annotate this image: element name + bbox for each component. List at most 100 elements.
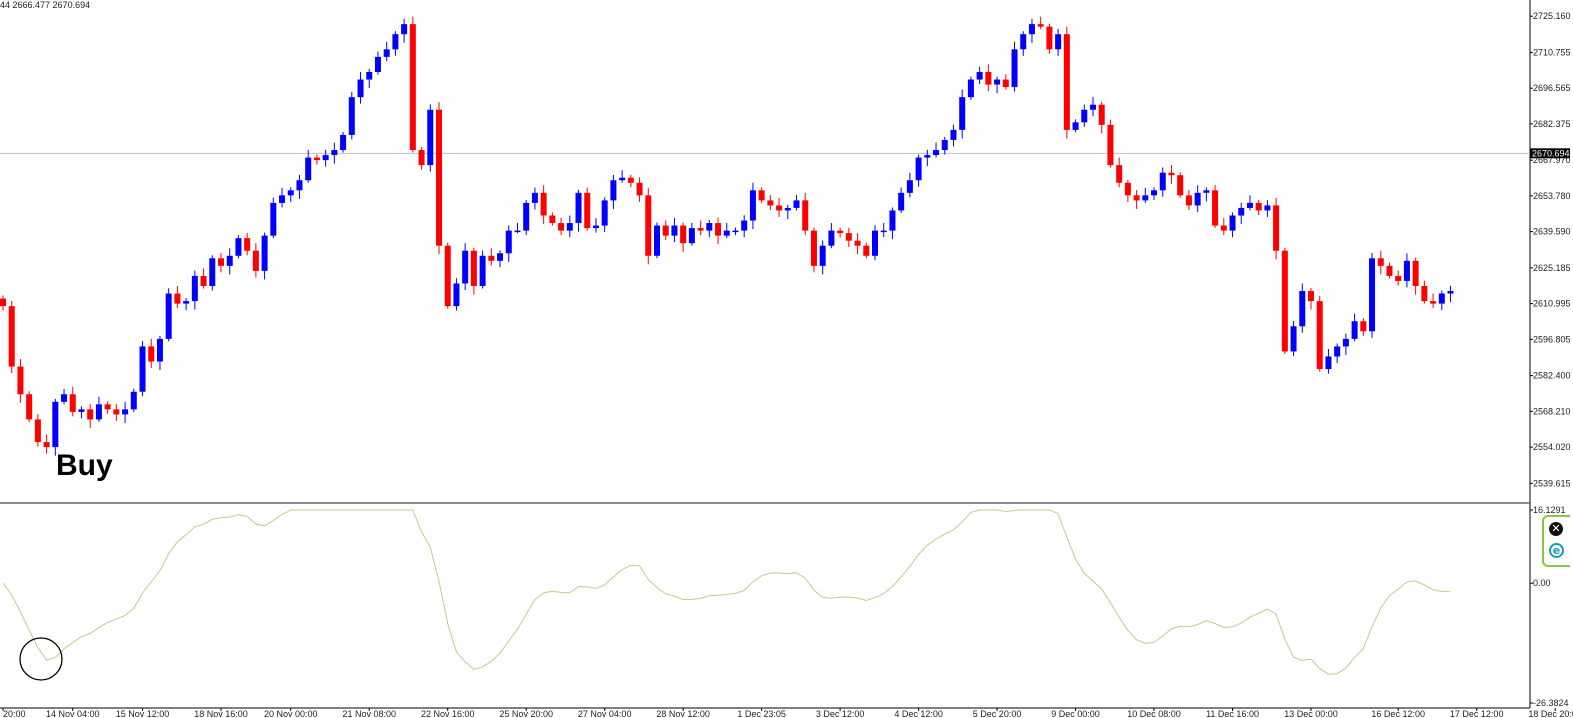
candle-body — [1403, 260, 1410, 281]
candle-body — [662, 225, 669, 236]
candle-body — [0, 298, 6, 307]
candle-body — [697, 228, 704, 231]
candle-body — [183, 301, 190, 304]
candle-body — [688, 228, 695, 244]
candle-body — [1351, 321, 1358, 339]
candle-body — [732, 230, 739, 233]
candle-body — [1238, 207, 1245, 216]
candle-body — [1090, 104, 1096, 110]
candle-body — [1055, 34, 1062, 50]
candle-body — [1447, 291, 1454, 294]
candle-body — [252, 250, 259, 271]
candle-body — [279, 195, 286, 203]
candle-body — [1037, 24, 1044, 27]
candle-body — [1421, 285, 1428, 302]
price-tick-label: 2653.780 — [1533, 191, 1571, 201]
time-tick-label: 16 Dec 12:00 — [1371, 709, 1425, 718]
price-tick-label: 2539.615 — [1533, 478, 1571, 488]
candle-body — [78, 409, 85, 412]
time-tick-label: 3 Dec 12:00 — [816, 709, 865, 718]
time-tick-label: 11 Dec 16:00 — [1206, 709, 1259, 718]
candle-body — [1299, 291, 1306, 327]
time-tick-label: 18 Dec 20:00 — [1528, 709, 1573, 718]
time-tick-label: 14 Nov 04:00 — [46, 709, 100, 718]
price-tick-label: 2582.400 — [1533, 371, 1571, 381]
price-tick-label: 2710.755 — [1533, 47, 1571, 57]
candle-body — [444, 245, 451, 307]
candle-body — [392, 34, 399, 50]
candle-body — [531, 192, 538, 203]
candle-body — [209, 258, 216, 286]
candle-body — [549, 215, 556, 224]
candle-body — [348, 97, 355, 135]
candle-body — [139, 346, 146, 392]
candle-body — [1072, 122, 1079, 130]
candle-body — [671, 225, 678, 236]
candle-body — [863, 245, 870, 256]
candle-body — [383, 49, 390, 57]
candle-body — [1203, 190, 1210, 193]
side-toolbar: ✕ e — [1542, 515, 1570, 567]
candle-body — [488, 255, 495, 261]
candle-body — [976, 71, 983, 80]
candle-body — [601, 200, 608, 226]
e-icon[interactable]: e — [1549, 543, 1564, 558]
candle-body — [819, 245, 826, 266]
candle-body — [340, 134, 347, 151]
candle-body — [985, 71, 992, 85]
candle-body — [906, 180, 913, 193]
candle-body — [523, 202, 530, 231]
candle-body — [1028, 24, 1035, 35]
price-tick-label: 2568.210 — [1533, 406, 1571, 416]
candle-body — [915, 157, 922, 181]
candle-body — [1255, 202, 1262, 211]
candle-body — [959, 97, 966, 130]
time-tick-label: 5 Dec 20:00 — [973, 709, 1022, 718]
candle-body — [218, 258, 224, 266]
candle-body — [1290, 326, 1297, 352]
candle-body — [627, 177, 634, 183]
candle-body — [287, 190, 294, 196]
price-tick-label: 2554.020 — [1533, 442, 1571, 452]
candle-body — [828, 230, 835, 246]
current-price-badge — [1530, 148, 1570, 159]
candle-body — [226, 255, 233, 266]
price-tick-label: 2696.565 — [1533, 83, 1571, 93]
candle-body — [758, 190, 765, 201]
candle-body — [52, 401, 59, 448]
candle-body — [566, 223, 573, 231]
candle-body — [174, 293, 181, 304]
candle-body — [26, 394, 33, 420]
candle-body — [357, 79, 364, 98]
candle-body — [636, 182, 643, 196]
price-axis: 2725.160 2710.755 2696.565 2682.375 2667.970… — [1530, 11, 1571, 708]
candle-body — [1386, 265, 1393, 276]
candle-body — [1342, 338, 1349, 347]
oscillator-line — [2, 509, 1451, 675]
candle-body — [401, 24, 408, 35]
candle-body — [69, 394, 76, 412]
candle-body — [453, 283, 460, 307]
candle-body — [1377, 258, 1384, 266]
candle-body — [17, 366, 24, 395]
candle-body — [1063, 34, 1070, 130]
candle-body — [1430, 301, 1437, 304]
candle-body — [802, 200, 809, 231]
candle-body — [575, 192, 582, 224]
candle-body — [680, 225, 687, 244]
close-icon[interactable]: ✕ — [1549, 522, 1563, 536]
time-tick-label: 1 Dec 23:05 — [737, 709, 786, 718]
candle-body — [784, 207, 791, 211]
candle-body — [244, 238, 251, 251]
candle-body — [43, 442, 50, 448]
candle-body — [1412, 260, 1419, 286]
candle-body — [898, 192, 905, 211]
candle-body — [1142, 195, 1149, 201]
time-tick-label: 28 Nov 12:00 — [656, 709, 710, 718]
price-info-readout: 44 2666.477 2670.694 — [0, 0, 91, 10]
candle-body — [741, 220, 748, 231]
price-tick-label: 2725.160 — [1533, 11, 1571, 21]
time-tick-label: 20:00 — [3, 709, 26, 718]
candle-body — [610, 180, 617, 201]
